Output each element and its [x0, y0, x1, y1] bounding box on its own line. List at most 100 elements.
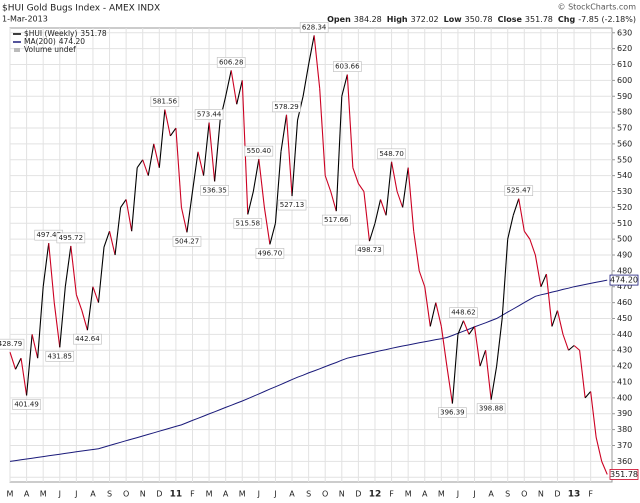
price-segment: [48, 243, 55, 303]
value-label-box: [377, 148, 406, 160]
price-segment: [462, 320, 470, 335]
x-tick-label: J: [257, 490, 260, 499]
chart-date: 1-Mar-2013: [2, 15, 48, 24]
x-tick-label: J: [472, 490, 475, 499]
value-label-box: [277, 199, 307, 211]
value-label-box: [299, 22, 329, 33]
price-segment: [507, 215, 514, 240]
price-segment: [308, 35, 315, 65]
price-segment: [485, 350, 492, 400]
legend-name: MA(200): [24, 37, 56, 46]
value-label-box: [476, 403, 506, 414]
x-tick-label: M: [206, 490, 213, 499]
value-label: 515.58: [236, 219, 261, 227]
price-segment: [473, 326, 481, 367]
y-tick-label: 420: [617, 362, 632, 371]
price-segment: [175, 127, 182, 208]
stat-label: High: [387, 15, 408, 24]
price-segment: [136, 159, 144, 169]
value-label-box: [321, 214, 351, 226]
stat-label: Chg: [558, 15, 576, 24]
x-tick-label: M: [438, 490, 445, 499]
value-label: 442.64: [75, 335, 100, 343]
value-label-box: [333, 61, 362, 72]
y-tick-label: 370: [617, 441, 632, 450]
value-label-box: [355, 244, 384, 256]
price-segment: [341, 74, 348, 97]
x-tick-label: J: [456, 490, 459, 499]
x-tick-label: A: [289, 490, 295, 499]
x-tick-label: N: [140, 490, 146, 499]
price-segment: [424, 286, 431, 327]
price-segment: [379, 199, 387, 216]
price-segment: [64, 245, 72, 287]
last-value-box: [609, 274, 639, 286]
y-tick-label: 520: [617, 203, 632, 212]
y-tick-label: 360: [617, 457, 632, 466]
x-tick-label: A: [422, 490, 428, 499]
x-tick-label: F: [389, 490, 394, 499]
price-segment: [324, 175, 332, 192]
price-segment: [236, 80, 243, 105]
price-segment: [545, 273, 553, 327]
x-tick-label: J: [74, 490, 77, 499]
x-tick-label: F: [588, 490, 593, 499]
price-segment: [9, 351, 17, 370]
price-segment: [457, 320, 464, 335]
x-tick-label: J: [58, 490, 61, 499]
price-segment: [280, 114, 288, 152]
copyright: © StockCharts.com: [558, 3, 637, 12]
x-tick-label: D: [156, 490, 162, 499]
x-tick-label: S: [107, 490, 112, 499]
x-tick-label: S: [306, 490, 311, 499]
y-tick-label: 590: [617, 92, 632, 101]
value-label: 504.27: [175, 237, 200, 245]
y-tick-label: 630: [617, 28, 632, 37]
x-tick-label: F: [190, 490, 195, 499]
price-segment: [120, 199, 127, 208]
price-segment: [501, 239, 509, 319]
value-label: 578.29: [274, 103, 299, 111]
price-segment: [258, 159, 265, 208]
price-segment: [573, 345, 580, 351]
price-segment: [247, 191, 254, 215]
value-label: 497.47: [36, 231, 61, 239]
x-tick-label: A: [24, 490, 30, 499]
value-label: 550.40: [247, 147, 272, 155]
price-segment: [407, 167, 415, 232]
price-segment: [579, 350, 586, 398]
value-label: 581.56: [153, 98, 178, 106]
legend-entry: Volume undef: [24, 45, 76, 54]
x-tick-label: M: [405, 490, 412, 499]
price-segment: [402, 167, 409, 208]
value-label: 495.72: [59, 234, 84, 242]
price-segment: [396, 191, 404, 208]
price-segment: [142, 159, 149, 176]
y-tick-label: 380: [617, 425, 632, 434]
x-tick-label: D: [355, 490, 361, 499]
price-segment: [180, 207, 188, 233]
value-label: 527.13: [280, 201, 305, 209]
value-label: 536.35: [202, 186, 227, 194]
value-label-box: [172, 236, 202, 247]
price-segment: [435, 302, 442, 327]
y-tick-label: 550: [617, 155, 632, 164]
x-tick-label: J: [273, 490, 276, 499]
value-label: 448.62: [451, 309, 476, 317]
price-segment: [42, 243, 50, 287]
price-segment: [357, 183, 365, 192]
x-tick-label: S: [505, 490, 510, 499]
price-segment: [263, 207, 271, 245]
price-segment: [429, 302, 437, 327]
value-label: 401.49: [14, 401, 39, 409]
price-segment: [285, 114, 293, 197]
price-segment: [70, 245, 77, 295]
value-label-box: [0, 338, 25, 350]
value-label-box: [150, 96, 180, 107]
y-tick-label: 500: [617, 235, 632, 244]
y-tick-label: 470: [617, 282, 632, 291]
value-label: 517.66: [324, 216, 349, 224]
price-segment: [208, 122, 216, 182]
x-tick-label: O: [123, 490, 129, 499]
